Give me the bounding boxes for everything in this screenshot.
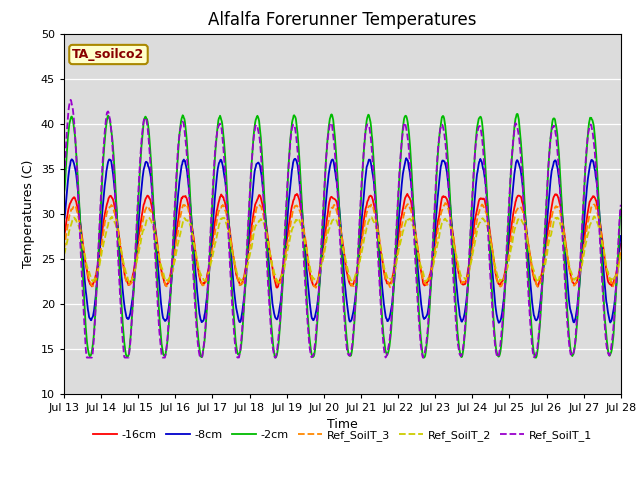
-2cm <box>60 190 68 196</box>
Ref_SoilT_1 <box>118 326 126 332</box>
Ref_SoilT_1 <box>495 349 503 355</box>
Ref_SoilT_2 <box>495 278 502 284</box>
-8cm <box>403 156 410 161</box>
Line: -2cm: -2cm <box>64 114 621 358</box>
Ref_SoilT_1 <box>67 97 74 103</box>
-16cm <box>117 248 125 254</box>
-8cm <box>60 217 68 223</box>
Line: Ref_SoilT_3: Ref_SoilT_3 <box>64 203 621 288</box>
Ref_SoilT_3 <box>312 285 320 291</box>
-2cm <box>443 142 451 147</box>
Title: Alfalfa Forerunner Temperatures: Alfalfa Forerunner Temperatures <box>208 11 477 29</box>
Ref_SoilT_2 <box>286 237 294 243</box>
Ref_SoilT_2 <box>117 247 125 252</box>
Legend: -16cm, -8cm, -2cm, Ref_SoilT_3, Ref_SoilT_2, Ref_SoilT_1: -16cm, -8cm, -2cm, Ref_SoilT_3, Ref_Soil… <box>88 426 596 445</box>
Ref_SoilT_1 <box>287 140 294 146</box>
Ref_SoilT_2 <box>505 258 513 264</box>
-8cm <box>305 295 313 300</box>
-16cm <box>273 285 281 290</box>
Ref_SoilT_2 <box>126 280 134 286</box>
Ref_SoilT_3 <box>506 250 513 255</box>
Y-axis label: Temperatures (C): Temperatures (C) <box>22 159 35 268</box>
Ref_SoilT_1 <box>83 355 91 360</box>
Ref_SoilT_1 <box>506 195 513 201</box>
Ref_SoilT_3 <box>285 230 293 236</box>
Ref_SoilT_3 <box>60 246 68 252</box>
Ref_SoilT_2 <box>590 214 598 219</box>
-16cm <box>495 282 503 288</box>
-2cm <box>617 207 625 213</box>
Ref_SoilT_3 <box>442 200 449 206</box>
Ref_SoilT_3 <box>305 264 313 270</box>
-8cm <box>285 194 293 200</box>
-2cm <box>513 111 521 117</box>
-16cm <box>444 199 451 204</box>
Ref_SoilT_2 <box>443 218 451 224</box>
Ref_SoilT_2 <box>306 263 314 269</box>
Text: TA_soilco2: TA_soilco2 <box>72 48 145 61</box>
-8cm <box>617 233 625 239</box>
Ref_SoilT_3 <box>495 283 503 288</box>
Ref_SoilT_1 <box>444 167 451 172</box>
-8cm <box>495 320 502 325</box>
Ref_SoilT_3 <box>444 203 451 209</box>
-16cm <box>403 191 411 197</box>
Ref_SoilT_1 <box>307 349 314 355</box>
-16cm <box>506 238 513 244</box>
-8cm <box>117 264 125 270</box>
Ref_SoilT_1 <box>617 202 625 208</box>
-2cm <box>505 212 513 217</box>
-2cm <box>306 338 314 344</box>
Line: -8cm: -8cm <box>64 158 621 323</box>
Ref_SoilT_2 <box>617 253 625 259</box>
-8cm <box>506 226 513 232</box>
-2cm <box>271 355 279 360</box>
Ref_SoilT_3 <box>617 247 625 253</box>
Ref_SoilT_2 <box>60 252 68 257</box>
-2cm <box>117 291 125 297</box>
X-axis label: Time: Time <box>327 418 358 431</box>
-16cm <box>306 270 314 276</box>
-8cm <box>495 320 503 325</box>
Line: Ref_SoilT_1: Ref_SoilT_1 <box>64 100 621 358</box>
-16cm <box>617 241 625 247</box>
-8cm <box>443 169 451 175</box>
-16cm <box>286 216 294 222</box>
-16cm <box>60 234 68 240</box>
-2cm <box>495 354 502 360</box>
Ref_SoilT_1 <box>60 174 68 180</box>
-2cm <box>286 145 294 151</box>
Ref_SoilT_3 <box>117 245 125 251</box>
Line: -16cm: -16cm <box>64 194 621 288</box>
Line: Ref_SoilT_2: Ref_SoilT_2 <box>64 216 621 283</box>
